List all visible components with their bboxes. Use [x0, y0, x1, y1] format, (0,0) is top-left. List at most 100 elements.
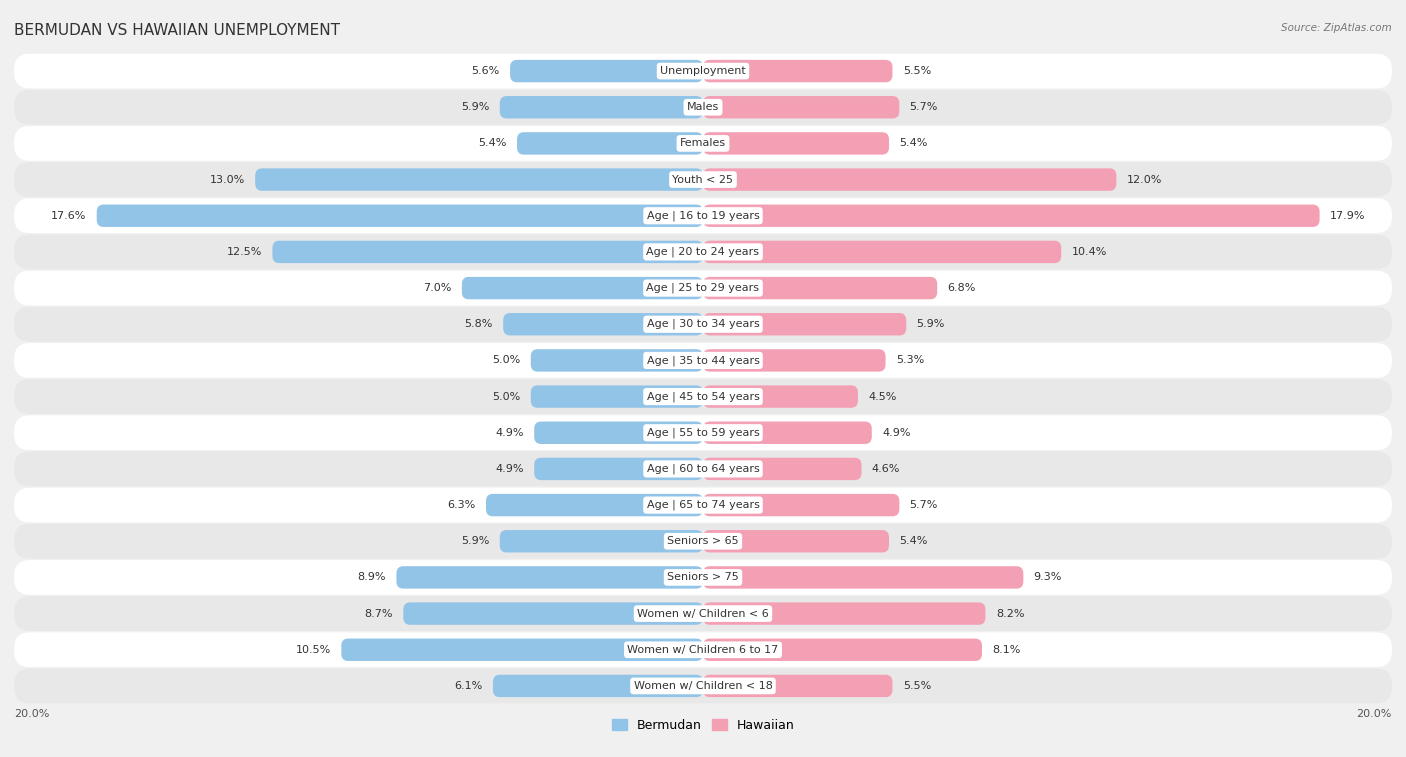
Text: Women w/ Children < 18: Women w/ Children < 18: [634, 681, 772, 691]
Text: 17.6%: 17.6%: [51, 210, 86, 221]
Text: 20.0%: 20.0%: [1357, 709, 1392, 719]
FancyBboxPatch shape: [256, 168, 703, 191]
FancyBboxPatch shape: [14, 235, 1392, 269]
FancyBboxPatch shape: [534, 458, 703, 480]
FancyBboxPatch shape: [14, 632, 1392, 667]
Text: 5.0%: 5.0%: [492, 391, 520, 401]
FancyBboxPatch shape: [517, 132, 703, 154]
Text: 5.0%: 5.0%: [492, 356, 520, 366]
Text: BERMUDAN VS HAWAIIAN UNEMPLOYMENT: BERMUDAN VS HAWAIIAN UNEMPLOYMENT: [14, 23, 340, 38]
Text: 4.9%: 4.9%: [495, 428, 524, 438]
FancyBboxPatch shape: [703, 168, 1116, 191]
Text: 9.3%: 9.3%: [1033, 572, 1062, 582]
FancyBboxPatch shape: [499, 96, 703, 118]
Text: 12.5%: 12.5%: [226, 247, 262, 257]
Text: Age | 45 to 54 years: Age | 45 to 54 years: [647, 391, 759, 402]
FancyBboxPatch shape: [703, 603, 986, 625]
FancyBboxPatch shape: [703, 494, 900, 516]
Text: 5.9%: 5.9%: [461, 102, 489, 112]
FancyBboxPatch shape: [703, 530, 889, 553]
Text: 5.4%: 5.4%: [900, 536, 928, 547]
FancyBboxPatch shape: [703, 241, 1062, 263]
Text: 6.1%: 6.1%: [454, 681, 482, 691]
Text: Males: Males: [688, 102, 718, 112]
Text: 4.5%: 4.5%: [869, 391, 897, 401]
Text: 5.4%: 5.4%: [478, 139, 506, 148]
FancyBboxPatch shape: [703, 277, 938, 299]
Text: 12.0%: 12.0%: [1126, 175, 1163, 185]
FancyBboxPatch shape: [503, 313, 703, 335]
FancyBboxPatch shape: [531, 385, 703, 408]
Text: 5.7%: 5.7%: [910, 500, 938, 510]
FancyBboxPatch shape: [14, 90, 1392, 125]
Text: 8.9%: 8.9%: [357, 572, 387, 582]
Text: 10.4%: 10.4%: [1071, 247, 1107, 257]
Text: 17.9%: 17.9%: [1330, 210, 1365, 221]
Text: 5.8%: 5.8%: [464, 319, 494, 329]
Text: 6.8%: 6.8%: [948, 283, 976, 293]
FancyBboxPatch shape: [703, 458, 862, 480]
FancyBboxPatch shape: [14, 560, 1392, 595]
FancyBboxPatch shape: [14, 54, 1392, 89]
Text: 4.9%: 4.9%: [882, 428, 911, 438]
Text: Age | 25 to 29 years: Age | 25 to 29 years: [647, 283, 759, 293]
Text: 13.0%: 13.0%: [209, 175, 245, 185]
FancyBboxPatch shape: [14, 307, 1392, 341]
FancyBboxPatch shape: [703, 385, 858, 408]
FancyBboxPatch shape: [14, 668, 1392, 703]
Text: Unemployment: Unemployment: [661, 66, 745, 76]
Text: 6.3%: 6.3%: [447, 500, 475, 510]
FancyBboxPatch shape: [510, 60, 703, 83]
FancyBboxPatch shape: [14, 126, 1392, 160]
Text: 8.2%: 8.2%: [995, 609, 1025, 618]
Text: 5.9%: 5.9%: [917, 319, 945, 329]
FancyBboxPatch shape: [404, 603, 703, 625]
FancyBboxPatch shape: [97, 204, 703, 227]
Text: 4.6%: 4.6%: [872, 464, 900, 474]
FancyBboxPatch shape: [461, 277, 703, 299]
FancyBboxPatch shape: [14, 198, 1392, 233]
Text: 5.4%: 5.4%: [900, 139, 928, 148]
FancyBboxPatch shape: [14, 524, 1392, 559]
FancyBboxPatch shape: [14, 162, 1392, 197]
FancyBboxPatch shape: [396, 566, 703, 589]
FancyBboxPatch shape: [703, 349, 886, 372]
Text: 5.7%: 5.7%: [910, 102, 938, 112]
Text: 20.0%: 20.0%: [14, 709, 49, 719]
Text: 5.5%: 5.5%: [903, 66, 931, 76]
Legend: Bermudan, Hawaiian: Bermudan, Hawaiian: [606, 714, 800, 737]
FancyBboxPatch shape: [14, 271, 1392, 305]
FancyBboxPatch shape: [499, 530, 703, 553]
FancyBboxPatch shape: [486, 494, 703, 516]
FancyBboxPatch shape: [534, 422, 703, 444]
FancyBboxPatch shape: [703, 674, 893, 697]
Text: Age | 35 to 44 years: Age | 35 to 44 years: [647, 355, 759, 366]
Text: Age | 30 to 34 years: Age | 30 to 34 years: [647, 319, 759, 329]
Text: Age | 60 to 64 years: Age | 60 to 64 years: [647, 464, 759, 474]
FancyBboxPatch shape: [703, 96, 900, 118]
Text: 5.3%: 5.3%: [896, 356, 924, 366]
Text: 8.7%: 8.7%: [364, 609, 392, 618]
FancyBboxPatch shape: [703, 313, 907, 335]
FancyBboxPatch shape: [14, 379, 1392, 414]
Text: 4.9%: 4.9%: [495, 464, 524, 474]
Text: Seniors > 75: Seniors > 75: [666, 572, 740, 582]
FancyBboxPatch shape: [703, 60, 893, 83]
Text: Females: Females: [681, 139, 725, 148]
Text: 8.1%: 8.1%: [993, 645, 1021, 655]
Text: Age | 65 to 74 years: Age | 65 to 74 years: [647, 500, 759, 510]
FancyBboxPatch shape: [273, 241, 703, 263]
FancyBboxPatch shape: [531, 349, 703, 372]
Text: Age | 16 to 19 years: Age | 16 to 19 years: [647, 210, 759, 221]
FancyBboxPatch shape: [14, 597, 1392, 631]
Text: Age | 55 to 59 years: Age | 55 to 59 years: [647, 428, 759, 438]
FancyBboxPatch shape: [14, 343, 1392, 378]
Text: 5.9%: 5.9%: [461, 536, 489, 547]
Text: 5.5%: 5.5%: [903, 681, 931, 691]
FancyBboxPatch shape: [14, 488, 1392, 522]
Text: 5.6%: 5.6%: [471, 66, 499, 76]
Text: Source: ZipAtlas.com: Source: ZipAtlas.com: [1281, 23, 1392, 33]
FancyBboxPatch shape: [703, 132, 889, 154]
FancyBboxPatch shape: [14, 452, 1392, 486]
Text: 7.0%: 7.0%: [423, 283, 451, 293]
